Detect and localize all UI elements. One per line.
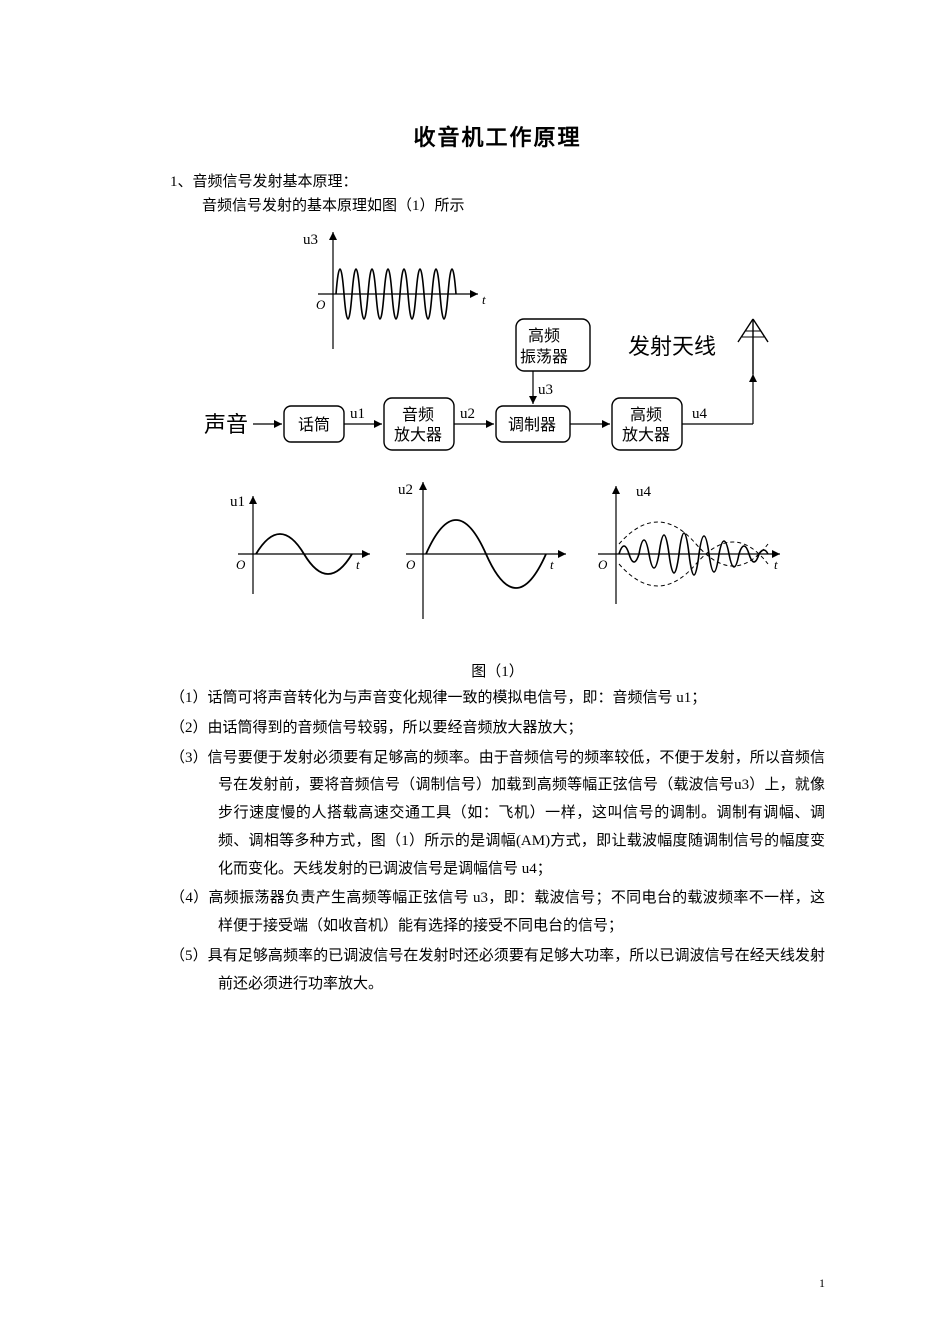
label-u3-flow: u3 <box>538 382 553 398</box>
section-heading: 1、音频信号发射基本原理： <box>170 170 825 194</box>
axis-o-u4: O <box>598 557 608 572</box>
axis-t-u3: t <box>482 292 486 307</box>
waveform-u2: u2 O t <box>398 482 566 619</box>
section-number: 1、 <box>170 174 193 190</box>
block-mic: 话筒 <box>284 406 344 442</box>
label-u4-flow: u4 <box>692 406 708 422</box>
osc-line2: 振荡器 <box>520 348 568 366</box>
label-u2-wave: u2 <box>398 482 413 498</box>
block-rf-amp: 高频 放大器 <box>612 398 682 450</box>
doc-title: 收音机工作原理 <box>170 120 825 152</box>
osc-line1: 高频 <box>528 327 560 345</box>
page-number: 1 <box>819 1276 825 1291</box>
axis-o-u3: O <box>316 297 326 312</box>
axis-o-u2: O <box>406 557 416 572</box>
para-5: （5）具有足够高频率的已调波信号在发射时还必须要有足够大功率，所以已调波信号在经… <box>170 943 825 999</box>
rfamp-l1: 高频 <box>630 406 662 424</box>
label-u1-flow: u1 <box>350 406 365 422</box>
label-u1-wave: u1 <box>230 494 245 510</box>
axis-t-u2: t <box>550 557 554 572</box>
waveform-u3: u3 O t <box>303 232 486 349</box>
antenna: 发射天线 <box>628 319 768 374</box>
rfamp-l2: 放大器 <box>622 426 670 444</box>
waveform-u4: u4 O t <box>598 484 780 604</box>
axis-o-u1: O <box>236 557 246 572</box>
antenna-label: 发射天线 <box>628 334 716 359</box>
para-1: （1）话筒可将声音转化为与声音变化规律一致的模拟电信号，即：音频信号 u1； <box>170 685 825 713</box>
figure-caption: 图（1） <box>170 660 825 681</box>
afamp-l1: 音频 <box>402 406 434 424</box>
axis-t-u1: t <box>356 557 360 572</box>
mic-text: 话筒 <box>298 416 330 434</box>
label-u2-flow: u2 <box>460 406 475 422</box>
block-af-amp: 音频 放大器 <box>384 398 454 450</box>
axis-t-u4: t <box>774 557 778 572</box>
body-text: （1）话筒可将声音转化为与声音变化规律一致的模拟电信号，即：音频信号 u1； （… <box>170 685 825 998</box>
para-4: （4）高频振荡器负责产生高频等幅正弦信号 u3，即：载波信号；不同电台的载波频率… <box>170 885 825 941</box>
block-modulator: 调制器 <box>496 406 570 442</box>
mod-text: 调制器 <box>508 416 556 434</box>
para-2: （2）由话筒得到的音频信号较弱，所以要经音频放大器放大； <box>170 715 825 743</box>
figure-1: u3 O t 高频 振荡器 发射天线 <box>198 224 798 654</box>
block-oscillator: 高频 振荡器 <box>516 319 590 371</box>
afamp-l2: 放大器 <box>394 426 442 444</box>
label-u4-wave: u4 <box>636 484 652 500</box>
para-3: （3）信号要便于发射必须要有足够高的频率。由于音频信号的频率较低，不便于发射，所… <box>170 745 825 884</box>
input-sound-label: 声音 <box>204 412 248 437</box>
label-u3-top: u3 <box>303 232 318 248</box>
section-heading-text: 音频信号发射基本原理： <box>193 174 358 190</box>
section-sub: 音频信号发射的基本原理如图（1）所示 <box>202 194 825 218</box>
page: 收音机工作原理 1、音频信号发射基本原理： 音频信号发射的基本原理如图（1）所示… <box>0 0 945 1337</box>
waveform-u1: u1 O t <box>230 494 370 594</box>
figure-svg: u3 O t 高频 振荡器 发射天线 <box>198 224 798 654</box>
